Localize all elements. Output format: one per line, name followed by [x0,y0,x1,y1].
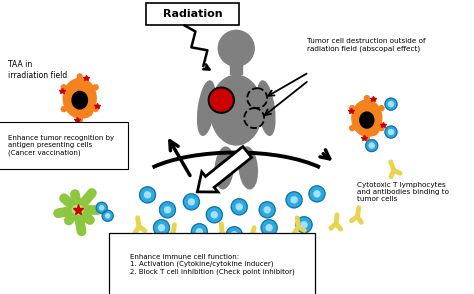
Text: Enhance immune cell function:
1. Activation (Cytokine/cytokine inducer)
2. Block: Enhance immune cell function: 1. Activat… [129,254,294,275]
Circle shape [286,192,302,208]
Text: Radiation: Radiation [163,9,222,19]
Circle shape [209,87,234,113]
Circle shape [379,106,384,111]
Ellipse shape [72,205,83,214]
Circle shape [219,30,254,66]
Circle shape [385,126,397,138]
Ellipse shape [361,124,379,136]
Circle shape [350,126,355,131]
Circle shape [389,130,393,135]
Circle shape [369,143,374,148]
Circle shape [266,225,272,231]
Circle shape [93,85,98,90]
Text: TAA in
irradiation field: TAA in irradiation field [8,60,67,80]
Circle shape [191,224,207,240]
Circle shape [77,74,82,79]
Circle shape [296,217,312,233]
Circle shape [261,220,277,236]
Ellipse shape [210,75,262,145]
Circle shape [61,106,66,111]
Circle shape [385,98,397,110]
Circle shape [69,201,87,219]
FancyBboxPatch shape [146,4,239,25]
Circle shape [231,199,247,215]
Circle shape [226,227,242,243]
Ellipse shape [215,147,233,189]
Circle shape [314,191,320,197]
Circle shape [211,212,217,218]
Circle shape [366,140,378,152]
Circle shape [139,187,155,203]
Circle shape [365,136,369,141]
Ellipse shape [72,91,87,109]
Circle shape [188,199,194,205]
Circle shape [93,106,98,111]
Circle shape [102,210,113,221]
Circle shape [183,194,200,210]
Text: Enhance tumor recognition by
antigen presenting cells
(Cancer vaccination): Enhance tumor recognition by antigen pre… [8,135,114,156]
Circle shape [164,207,171,213]
Text: Cytotoxic T lymphocytes
and antibodies binding to
tumor cells: Cytotoxic T lymphocytes and antibodies b… [357,182,449,202]
Circle shape [259,202,275,218]
Circle shape [154,220,170,236]
Text: Tumor cell destruction outside of
radiation field (abscopal effect): Tumor cell destruction outside of radiat… [307,38,426,52]
Circle shape [291,197,297,203]
Circle shape [158,225,164,231]
Circle shape [159,202,175,218]
Circle shape [61,85,66,90]
FancyBboxPatch shape [230,64,242,74]
Ellipse shape [360,112,374,128]
Ellipse shape [257,81,275,135]
Circle shape [231,232,237,238]
Circle shape [309,186,325,202]
Circle shape [206,207,222,223]
Circle shape [301,222,307,228]
Circle shape [196,229,202,235]
Ellipse shape [239,147,257,189]
Circle shape [379,126,384,131]
Circle shape [77,117,82,122]
Circle shape [350,106,355,111]
Circle shape [236,204,242,210]
FancyArrow shape [197,146,252,192]
Ellipse shape [352,100,382,136]
Circle shape [264,207,270,213]
Circle shape [96,202,107,213]
Circle shape [210,89,232,111]
Circle shape [106,214,109,218]
Circle shape [145,192,151,198]
Ellipse shape [64,78,96,118]
Circle shape [100,206,104,210]
Circle shape [365,96,369,101]
Ellipse shape [73,105,92,118]
Circle shape [389,102,393,107]
Ellipse shape [198,81,215,135]
